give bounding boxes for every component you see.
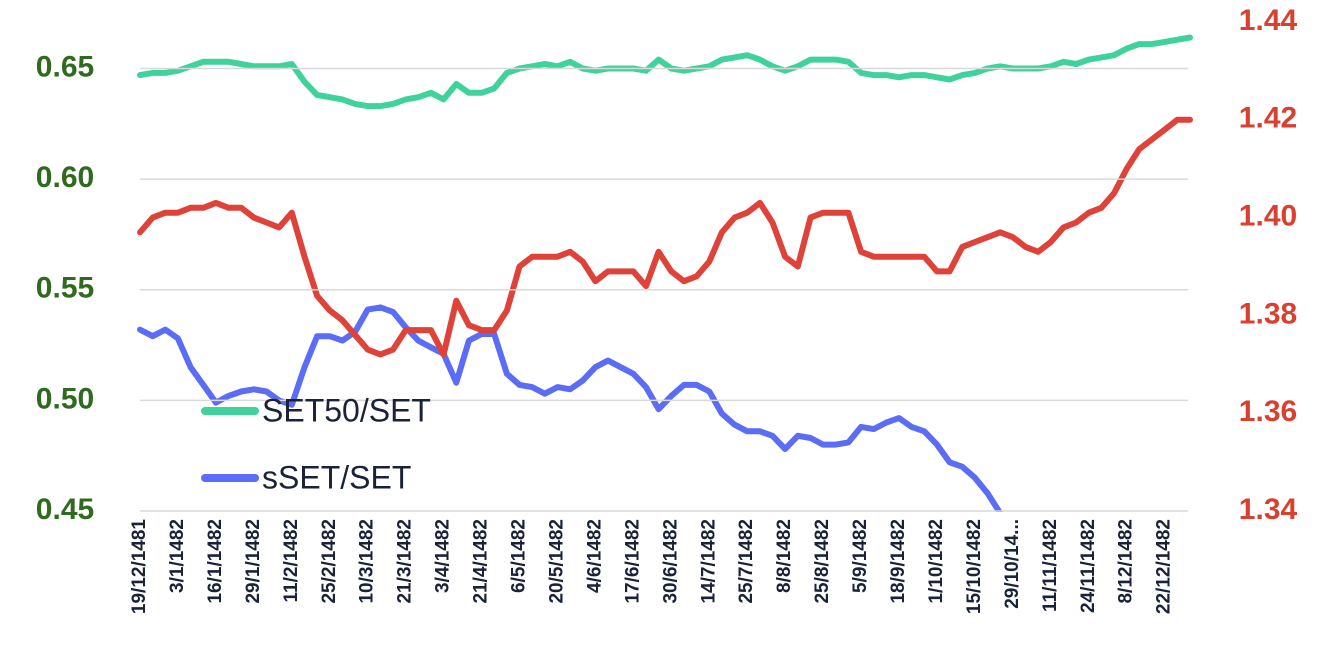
y2-tick-label: 1.34 [1239,493,1298,526]
plot-area [137,34,1193,512]
series-line [137,304,1003,512]
y2-tick-label: 1.42 [1239,102,1297,135]
x-tick-label: 22/12/1482 [1154,519,1175,614]
x-tick-label: 19/12/1481 [129,519,150,615]
x-tick-label: 30/6/1482 [660,519,681,604]
y-tick-label: 0.50 [36,382,94,415]
x-tick-label: 25/7/1482 [736,519,757,604]
x-tick-label: 8/12/1482 [1116,519,1137,604]
series-line [137,34,1193,110]
x-tick-label: 8/8/1482 [774,519,795,593]
x-tick-label: 11/11/1482 [1040,519,1061,612]
y-tick-label: 0.65 [36,50,94,83]
series-line [137,116,1193,358]
x-tick-label: 15/10/1482 [964,519,985,614]
x-tick-label: 3/4/1482 [433,519,454,593]
y2-tick-label: 1.38 [1239,297,1297,330]
x-tick-label: 10/3/1482 [357,519,378,604]
x-tick-label: 25/2/1482 [319,519,340,604]
x-tick-label: 29/10/14... [1002,519,1023,609]
x-tick-label: 20/5/1482 [546,519,567,604]
x-tick-label: 6/5/1482 [509,519,530,593]
x-tick-label: 24/11/1482 [1078,519,1099,613]
legend-label: sSET/SET [262,459,411,495]
x-tick-label: 14/7/1482 [698,519,719,604]
legend-label: SET50/SET [262,392,431,428]
x-tick-label: 18/9/1482 [888,519,909,604]
y-tick-label: 0.60 [36,161,94,194]
y2-tick-label: 1.36 [1239,395,1297,428]
x-tick-label: 29/1/1482 [243,519,264,604]
x-tick-label: 1/10/1482 [926,519,947,604]
x-tick-label: 16/1/1482 [205,519,226,604]
x-tick-label: 21/3/1482 [395,519,416,604]
y2-tick-label: 1.40 [1239,200,1297,233]
x-tick-label: 5/9/1482 [850,519,871,593]
y-tick-label: 0.45 [36,493,94,526]
y-tick-label: 0.55 [36,272,94,305]
x-tick-label: 25/8/1482 [812,519,833,604]
x-tick-label: 3/1/1482 [167,519,188,593]
x-tick-label: 21/4/1482 [471,519,492,604]
x-tick-label: 4/6/1482 [584,519,605,593]
x-tick-label: 17/6/1482 [622,519,643,604]
y2-tick-label: 1.44 [1239,4,1298,37]
x-tick-label: 11/2/1482 [281,519,302,602]
